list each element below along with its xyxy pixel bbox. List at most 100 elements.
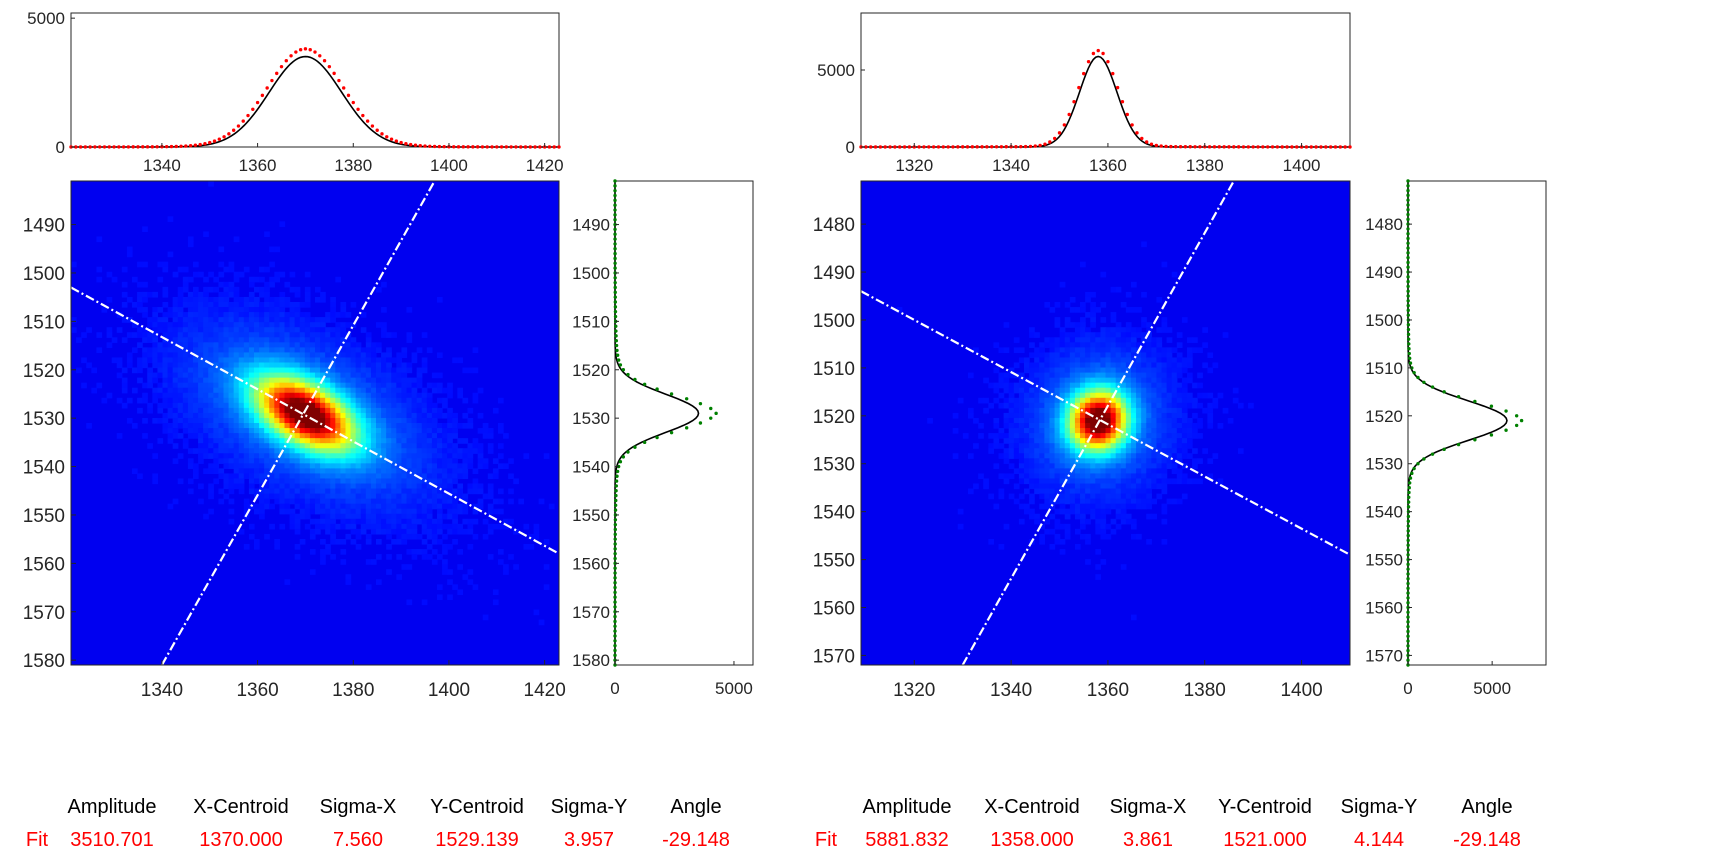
y-profile-data-point — [613, 305, 618, 309]
y-profile-data-point — [1406, 236, 1410, 241]
heatmap-cell — [437, 382, 443, 389]
heatmap-cell — [1192, 412, 1198, 419]
heatmap-cell — [1044, 357, 1051, 364]
heatmap-cell — [289, 392, 296, 399]
x-tick-label: 1340 — [990, 680, 1032, 701]
heatmap-cell — [1110, 518, 1117, 525]
heatmap-cell — [1003, 453, 1010, 459]
heatmap-cell — [299, 488, 306, 495]
heatmap-cell — [248, 443, 255, 449]
heatmap-cell — [457, 463, 464, 469]
heatmap-cell — [315, 362, 321, 369]
heatmap-cell — [299, 478, 306, 485]
heatmap-cell — [325, 463, 331, 469]
heatmap-cell — [274, 322, 281, 328]
heatmap-cell — [269, 317, 275, 323]
heatmap-cell — [487, 488, 494, 495]
heatmap-cell — [254, 478, 260, 485]
heatmap-cell — [172, 423, 179, 429]
heatmap-cell — [350, 342, 357, 348]
heatmap-cell — [1090, 493, 1096, 500]
heatmap-cell — [81, 357, 87, 364]
heatmap-cell — [304, 312, 311, 318]
heatmap-cell — [259, 478, 265, 485]
heatmap-cell — [386, 347, 392, 354]
y-profile-data-point — [613, 503, 618, 507]
heatmap-cell — [1095, 453, 1101, 459]
heatmap-cell — [401, 428, 408, 434]
x-profile-data-point — [428, 144, 432, 149]
heatmap-cell — [355, 513, 362, 520]
heatmap-cell — [1064, 382, 1071, 389]
heatmap-cell — [264, 307, 270, 313]
fit-header-angle: Angle — [1461, 796, 1513, 818]
heatmap-cell — [1090, 417, 1096, 424]
y-profile-data-point — [1406, 567, 1410, 571]
heatmap-cell — [401, 412, 408, 419]
heatmap-cell — [370, 488, 377, 495]
heatmap-cell — [1008, 443, 1015, 449]
heatmap-cell — [203, 347, 209, 354]
heatmap-cell — [1049, 438, 1056, 444]
heatmap-cell — [1156, 327, 1163, 333]
heatmap-cell — [1085, 448, 1091, 454]
heatmap-cell — [1166, 352, 1173, 359]
heatmap-cell — [309, 498, 316, 505]
heatmap-cell — [330, 296, 336, 303]
heatmap-cell — [1034, 332, 1040, 338]
heatmap-cell — [1100, 463, 1107, 469]
heatmap-cell — [121, 317, 128, 323]
heatmap-cell — [330, 352, 336, 359]
heatmap-cell — [442, 463, 448, 469]
heatmap-cell — [172, 402, 179, 409]
heatmap-cell — [1080, 407, 1086, 414]
heatmap-cell — [1156, 387, 1163, 394]
heatmap-cell — [1125, 352, 1132, 359]
heatmap-cell — [365, 402, 372, 409]
x-profile-data-point — [495, 145, 499, 149]
heatmap-cell — [1003, 322, 1010, 328]
heatmap-cell — [213, 443, 220, 449]
heatmap-cell — [259, 302, 265, 308]
heatmap-cell — [345, 342, 352, 348]
heatmap-cell — [320, 468, 326, 475]
heatmap-cell — [381, 528, 387, 535]
heatmap-cell — [208, 312, 214, 318]
heatmap-cell — [477, 387, 484, 394]
y-profile-data-point — [1406, 208, 1410, 212]
beam-panel-1: 1340 1360 1380 1400 142014901500151015201530… — [23, 9, 754, 701]
heatmap-cell — [294, 493, 301, 500]
y-profile-data-point — [1406, 212, 1410, 217]
heatmap-cell — [370, 423, 377, 429]
heatmap-cell — [1136, 448, 1142, 454]
y-profile-data-point — [613, 508, 618, 512]
x-profile-data-point — [1144, 140, 1149, 144]
heatmap-cell — [238, 438, 245, 444]
heatmap-cell — [1156, 438, 1163, 444]
heatmap-cell — [391, 392, 397, 399]
heatmap-cell — [315, 392, 321, 399]
y-profile-data-point — [613, 251, 617, 256]
heatmap-cell — [187, 448, 194, 454]
heatmap-cell — [416, 428, 423, 434]
heatmap-cell — [137, 281, 143, 288]
heatmap-cell — [406, 428, 413, 434]
heatmap-cell — [1176, 438, 1183, 444]
heatmap-cell — [1039, 443, 1045, 449]
heatmap-cell — [1136, 503, 1142, 510]
heatmap-cell — [1044, 392, 1051, 399]
heatmap-cell — [1136, 473, 1142, 480]
heatmap-cell — [1080, 317, 1086, 323]
y-profile-data-point — [1473, 399, 1477, 404]
y-profile-plot: 1480149015001510152015301540155015601570… — [1365, 179, 1547, 698]
y-profile-data-point — [1442, 447, 1446, 452]
heatmap-cell — [243, 372, 250, 379]
heatmap-cell — [233, 322, 240, 328]
heatmap-cell — [1115, 493, 1122, 500]
heatmap-cell — [1085, 463, 1091, 469]
fit-value: -29.148 — [662, 829, 730, 851]
heatmap-cell — [238, 307, 245, 313]
heatmap-cell — [452, 448, 458, 454]
fit-header-x-centroid: X-Centroid — [193, 796, 289, 818]
heatmap-cell — [1034, 488, 1040, 495]
